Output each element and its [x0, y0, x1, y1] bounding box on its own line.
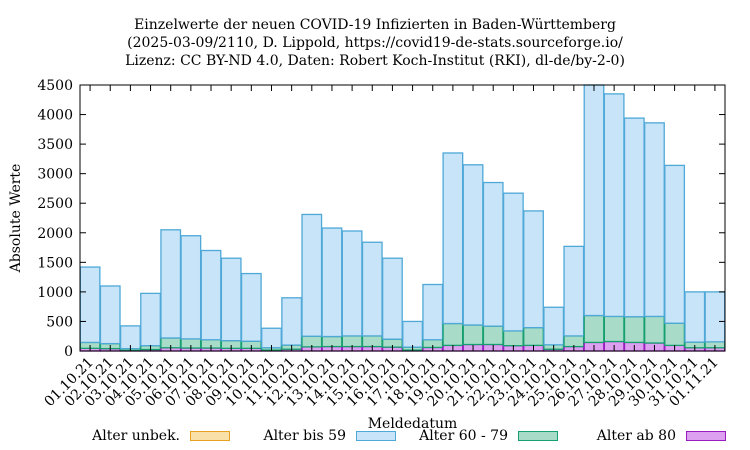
chart-title-line-2: (2025-03-09/2110, D. Lippold, https://co…: [127, 35, 623, 51]
bar-segment-series-2-13: [341, 230, 363, 337]
bar-segment-series-2-21: [502, 192, 524, 332]
legend-swatch: [356, 431, 396, 441]
bar-segment-series-2-30: [684, 291, 706, 343]
y-tick-label-9: 4500: [37, 78, 73, 94]
bar-segment-series-2-20: [482, 181, 504, 327]
bar-segment-series-1-22: [523, 326, 544, 347]
chart-title-line-3: Lizenz: CC BY-ND 4.0, Daten: Robert Koch…: [125, 53, 625, 69]
bar-segment-series-2-15: [381, 257, 403, 340]
y-tick-label-5: 2500: [37, 196, 73, 212]
y-tick-label-7: 3500: [37, 137, 73, 153]
bar-segment-series-2-19: [462, 164, 484, 326]
bar-segment-series-2-9: [261, 327, 282, 349]
y-tick-label-2: 1000: [37, 285, 73, 301]
bar-segment-series-1-20: [482, 325, 504, 346]
legend-item-60-79: Alter 60 - 79: [400, 428, 558, 444]
bar-segment-series-2-17: [422, 283, 444, 341]
y-tick-label-1: 500: [46, 314, 73, 330]
legend-swatch: [190, 431, 230, 441]
bar-segment-series-1-29: [664, 322, 686, 347]
bar-segment-series-2-5: [180, 235, 202, 340]
bar-segment-series-2-24: [563, 245, 585, 337]
bar-segment-series-1-26: [603, 315, 625, 343]
bar-segment-series-2-10: [281, 297, 303, 346]
bar-segment-series-2-1: [99, 285, 121, 345]
legend-item-ab80: Alter ab 80: [570, 428, 726, 444]
bar-segment-series-2-7: [220, 257, 242, 342]
bar-segment-series-1-18: [442, 322, 464, 347]
bar-segment-series-1-19: [462, 324, 484, 346]
bar-segment-series-1-25: [583, 314, 605, 344]
bar-segment-series-2-18: [442, 152, 464, 325]
y-tick-label-0: 0: [64, 344, 73, 360]
bar-segment-series-1-28: [644, 315, 665, 344]
y-axis-label: Absolute Werte: [8, 164, 24, 274]
y-tick-label-8: 4000: [37, 108, 73, 124]
x-axis-label: Meldedatum: [368, 416, 458, 432]
bar-segment-series-2-14: [361, 241, 383, 337]
legend-item-bis59: Alter bis 59: [240, 428, 396, 444]
legend-label: Alter 60 - 79: [419, 428, 508, 444]
bar-segment-series-2-11: [301, 213, 323, 337]
bar-segment-series-2-29: [664, 164, 686, 324]
bar-segment-series-2-6: [200, 249, 222, 341]
bar-segment-series-2-8: [240, 272, 262, 342]
y-tick-label-6: 3000: [37, 167, 73, 183]
y-tick-label-4: 2000: [37, 226, 73, 242]
bar-segment-series-2-12: [321, 227, 343, 338]
y-tick-label-3: 1500: [37, 255, 73, 271]
bar-segment-series-1-24: [563, 335, 585, 348]
legend-swatch: [518, 431, 558, 441]
plot-frame: [79, 84, 726, 352]
bar-segment-series-2-23: [543, 306, 565, 346]
legend-label: Alter unbek.: [92, 428, 180, 444]
bar-segment-series-1-14: [361, 335, 383, 348]
bar-segment-series-2-0: [79, 266, 101, 344]
bar-segment-series-1-27: [623, 316, 645, 344]
bar-segment-series-2-16: [402, 320, 423, 348]
bar-segment-series-2-27: [623, 117, 645, 318]
bar-segment-series-2-26: [603, 93, 625, 318]
chart-title-line-1: Einzelwerte der neuen COVID-19 Infiziert…: [134, 17, 616, 33]
bar-segment-series-2-3: [140, 292, 161, 347]
legend-label: Alter bis 59: [263, 428, 346, 444]
bar-segment-series-2-4: [160, 229, 182, 339]
legend-label: Alter ab 80: [596, 428, 676, 444]
bar-segment-series-1-13: [341, 335, 363, 348]
chart-legend: Alter unbek. Alter bis 59 Alter 60 - 79 …: [0, 428, 750, 446]
bar-segment-series-2-22: [523, 210, 544, 329]
bar-segment-series-1-21: [502, 330, 524, 347]
legend-swatch: [686, 431, 726, 441]
bar-segment-series-2-25: [583, 84, 605, 317]
bar-segment-series-2-28: [644, 122, 665, 318]
bar-segment-series-2-31: [704, 291, 726, 343]
legend-item-unbek: Alter unbek.: [60, 428, 230, 444]
